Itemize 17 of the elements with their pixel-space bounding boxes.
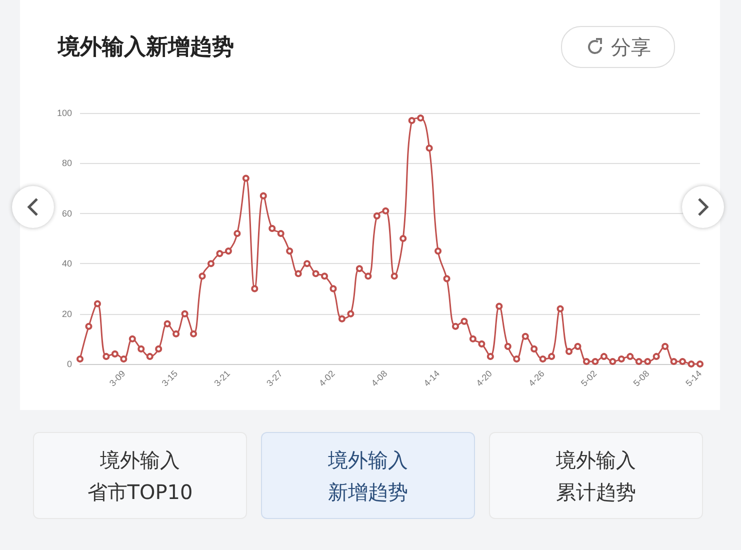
y-tick-label: 60: [62, 208, 72, 218]
text: 新增趋势: [328, 478, 408, 506]
y-tick-label: 100: [56, 108, 72, 118]
text: 境外输入: [328, 446, 408, 474]
chart-title: 境外输入新增趋势: [58, 34, 234, 62]
text: 分享: [611, 34, 651, 60]
text: 累计趋势: [556, 478, 636, 506]
y-tick-label: 80: [62, 158, 72, 168]
y-tick-label: 40: [62, 258, 72, 269]
x-tick-label: 4-14: [422, 368, 442, 388]
x-tick-label: 3-21: [212, 368, 232, 388]
text: 省市TOP10: [87, 478, 193, 506]
y-tick-label: 20: [62, 308, 72, 319]
text: 境外输入: [100, 446, 180, 474]
x-tick-label: 4-20: [474, 368, 494, 388]
text: 境外输入: [556, 446, 636, 474]
y-tick-label: 0: [66, 359, 72, 369]
